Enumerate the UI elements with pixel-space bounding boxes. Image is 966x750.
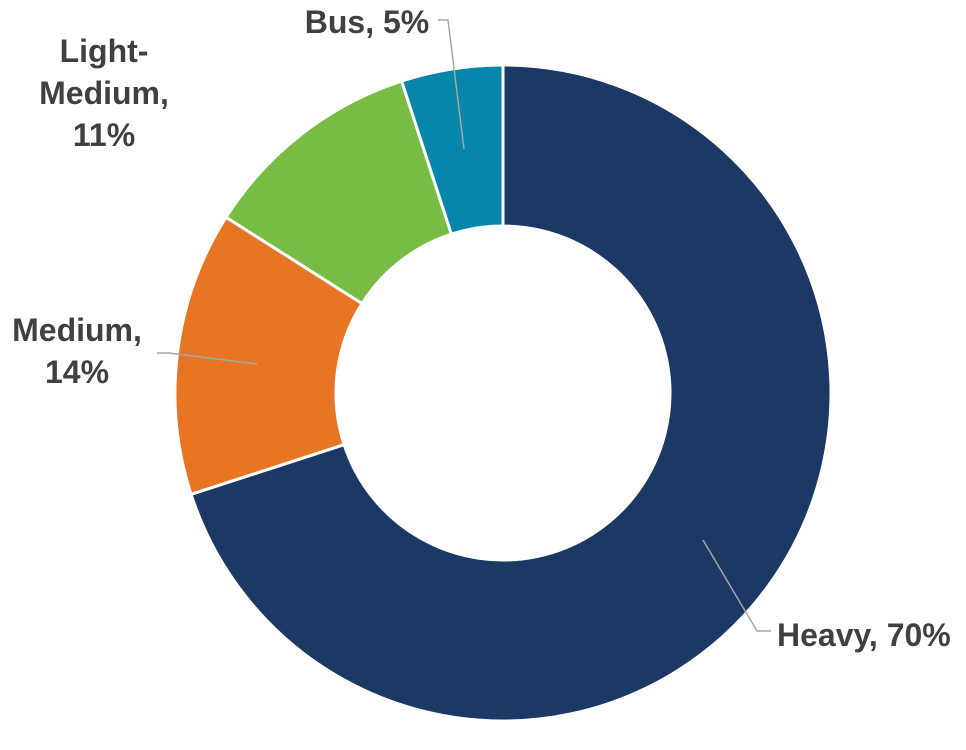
data-label-line: Medium, xyxy=(12,312,142,348)
slice-bus xyxy=(399,63,505,237)
data-label-line: Light- xyxy=(60,33,149,69)
data-label-line: Heavy, 70% xyxy=(777,617,951,653)
leader-line-medium xyxy=(157,352,258,365)
data-label-line: Bus, 5% xyxy=(305,4,429,40)
data-label-heavy: Heavy, 70% xyxy=(777,617,951,653)
slice-heavy xyxy=(189,63,833,723)
data-label-line: Medium, xyxy=(39,75,169,111)
data-label-medium: Medium, 14% xyxy=(12,312,142,390)
slice-medium xyxy=(173,215,365,497)
data-label-line: 11% xyxy=(73,117,135,153)
slice-light-medium xyxy=(223,79,454,306)
data-label-light-medium: Light- Medium, 11% xyxy=(39,33,169,153)
data-label-line: 14% xyxy=(45,354,109,390)
data-labels-group: Heavy, 70% Medium, 14% Light- Medium, 11% Bus,… xyxy=(12,4,951,653)
slices-group xyxy=(173,63,833,723)
leader-lines-group xyxy=(157,19,771,632)
data-label-bus: Bus, 5% xyxy=(305,4,429,40)
leader-line-bus xyxy=(438,19,465,150)
leader-line-heavy xyxy=(702,539,771,632)
